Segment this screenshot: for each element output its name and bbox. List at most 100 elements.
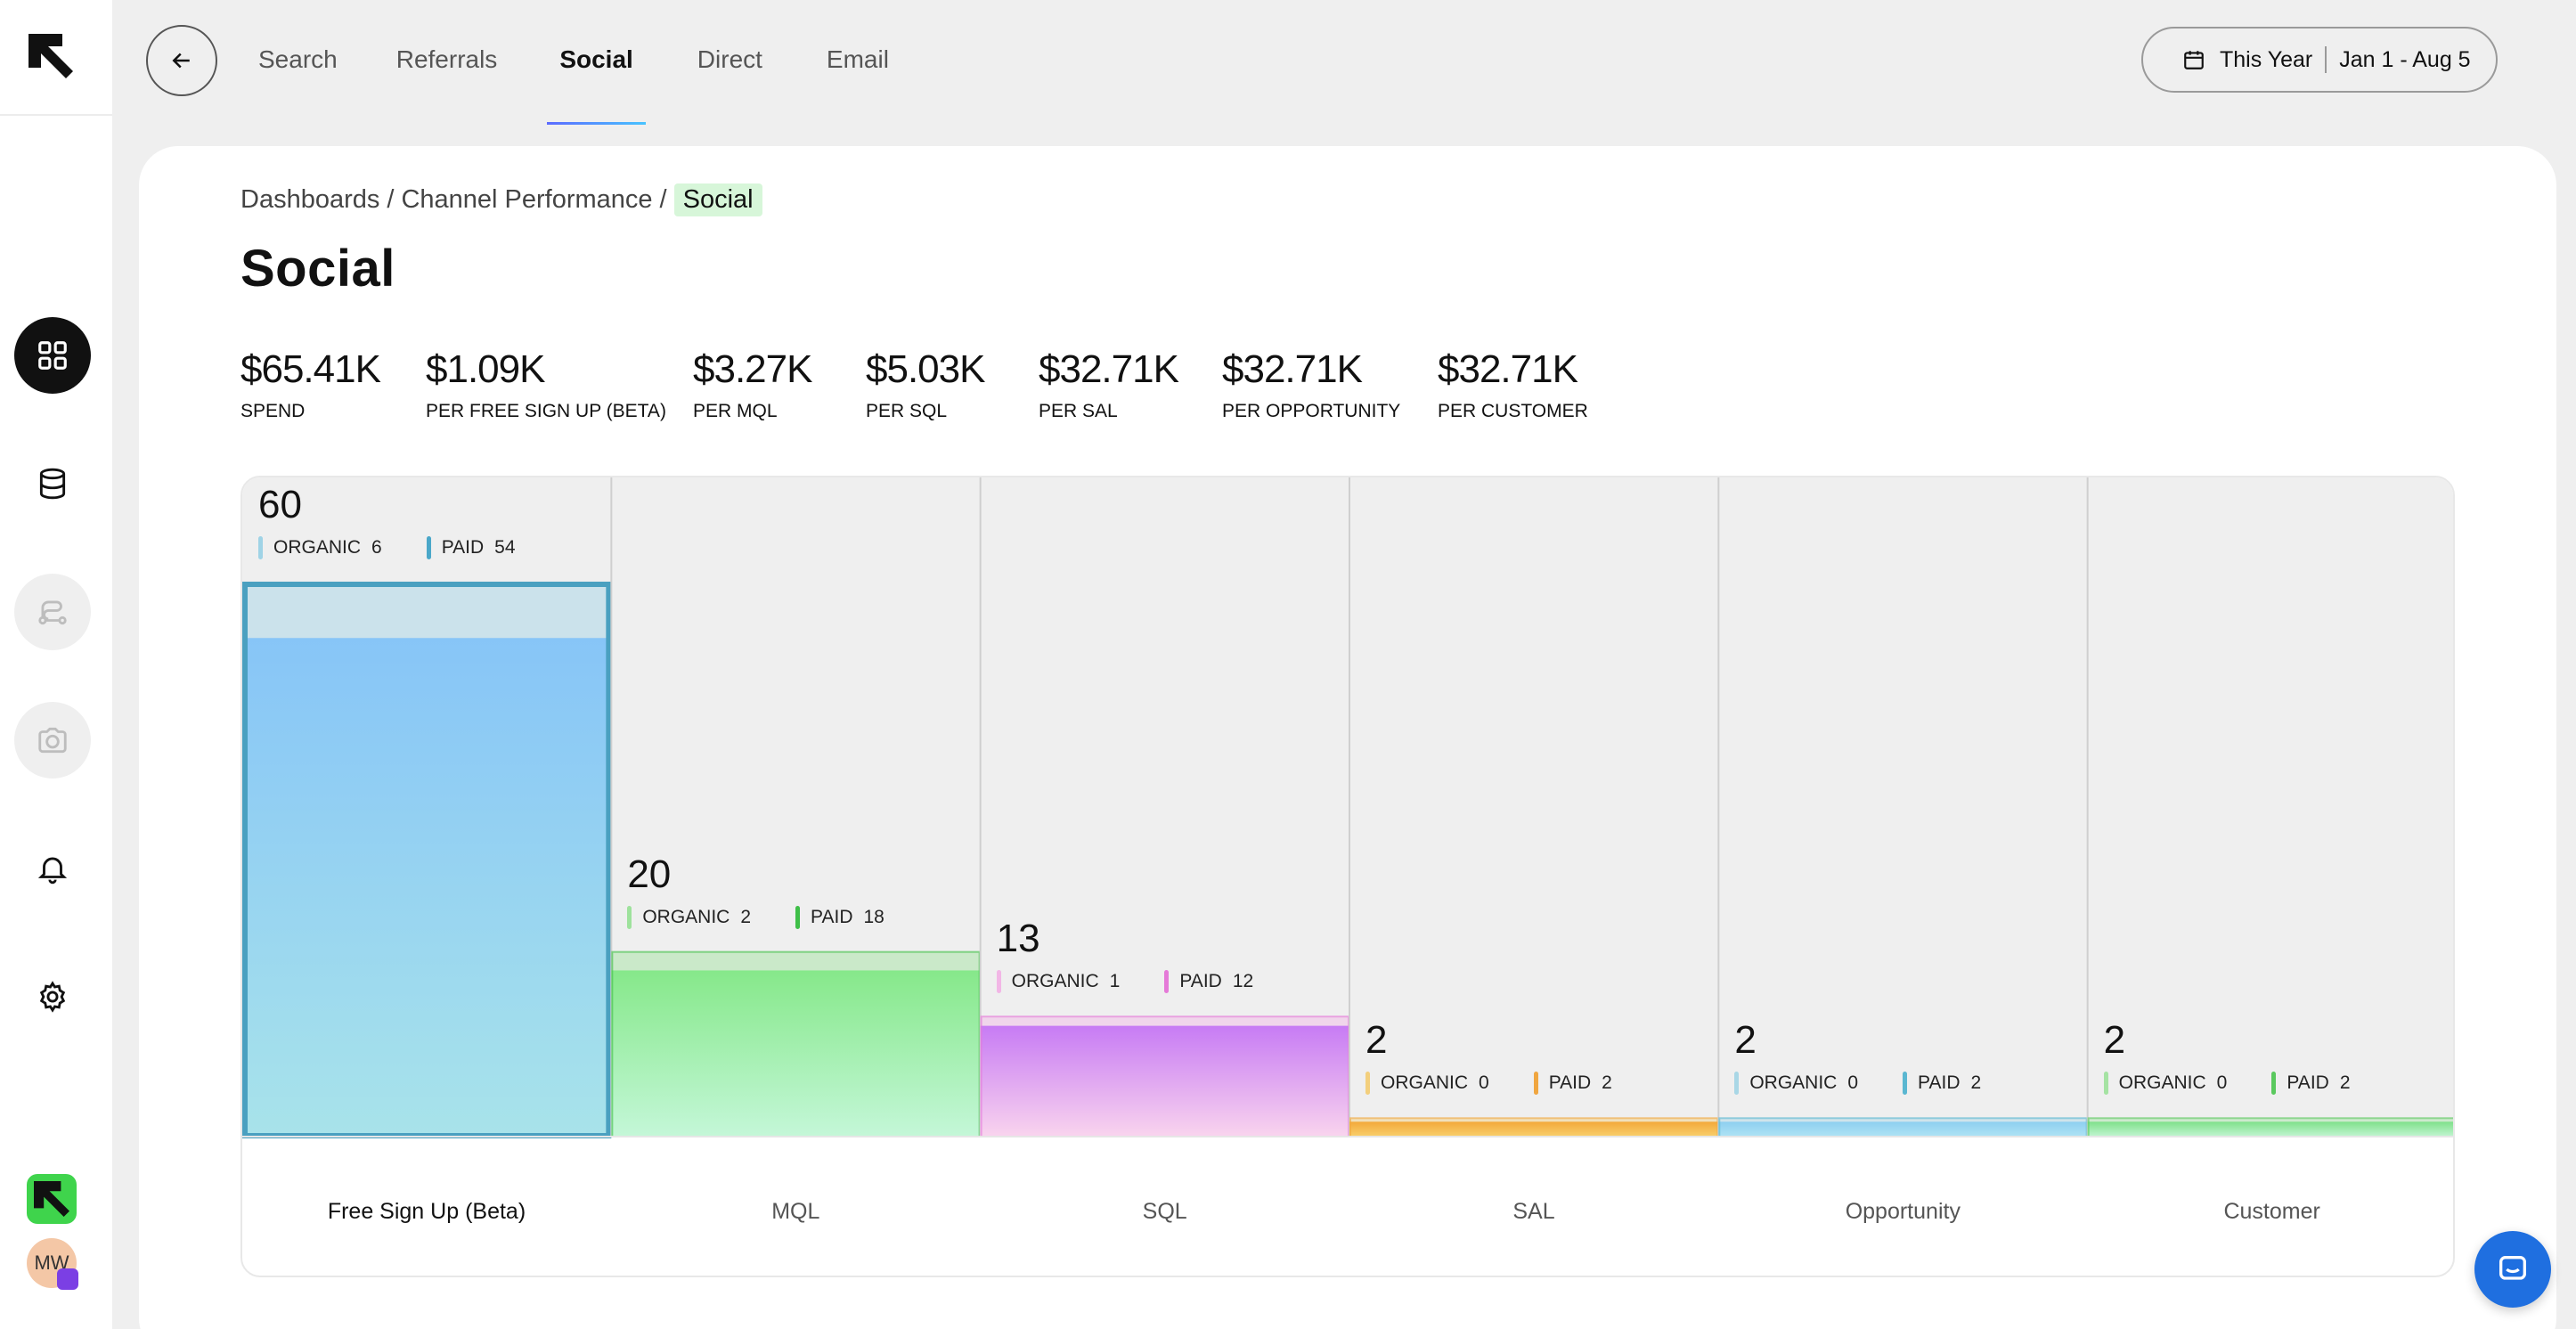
database-icon[interactable] xyxy=(14,445,91,522)
metric-label: PER MQL xyxy=(693,401,778,421)
back-button[interactable] xyxy=(146,25,217,96)
organic-label: ORGANIC xyxy=(1749,1072,1838,1094)
sidebar: MW xyxy=(0,0,112,1329)
tab-direct[interactable]: Direct xyxy=(697,45,762,73)
paid-label: PAID xyxy=(1548,1072,1592,1094)
support-chat-button[interactable] xyxy=(2474,1231,2551,1308)
stage-legend: ORGANIC 6 PAID 54 xyxy=(258,536,516,559)
bar-paid-sal xyxy=(1349,1121,1719,1137)
metric-value: $3.27K xyxy=(693,347,812,391)
stage-legend: ORGANIC 0 PAID 2 xyxy=(1734,1072,1982,1096)
stage-total: 2 xyxy=(1734,1018,1757,1063)
workspace-app-icon[interactable] xyxy=(27,1174,77,1224)
metric-per-free-sign-up: $1.09K PER FREE SIGN UP (BETA) xyxy=(426,347,666,422)
stage-header: 2 ORGANIC 0 PAID 2 xyxy=(1734,1018,1982,1096)
bell-icon[interactable] xyxy=(14,830,91,907)
metric-value: $1.09K xyxy=(426,347,545,391)
bar-paid-customer xyxy=(2087,1121,2453,1137)
tab-social[interactable]: Social xyxy=(547,0,647,125)
breadcrumb: Dashboards / Channel Performance / Socia… xyxy=(240,183,762,216)
funnel-chart: 60 ORGANIC 6 PAID 54 Free Sign Up (Beta) 20 ORG… xyxy=(240,476,2455,1277)
paid-swatch xyxy=(1164,970,1170,994)
breadcrumb-current: Social xyxy=(673,183,762,216)
organic-swatch xyxy=(627,905,632,929)
organic-value: 0 xyxy=(2216,1072,2228,1094)
brand-logo-icon[interactable] xyxy=(29,34,73,78)
date-range-value: Jan 1 - Aug 5 xyxy=(2339,46,2471,72)
breadcrumb-channel-performance[interactable]: Channel Performance xyxy=(401,185,653,214)
metric-value: $32.71K xyxy=(1438,347,1578,391)
bar-organic-free-sign-up-beta- xyxy=(242,583,612,639)
chat-icon xyxy=(2499,1256,2526,1280)
paid-swatch xyxy=(795,905,801,929)
camera-icon[interactable] xyxy=(14,702,91,779)
organic-swatch xyxy=(1365,1072,1370,1096)
metric-per-sal: $32.71K PER SAL xyxy=(1039,347,1179,422)
stage-label[interactable]: Free Sign Up (Beta) xyxy=(327,1199,526,1224)
paid-value: 2 xyxy=(2339,1072,2351,1094)
funnel-chart-svg xyxy=(242,477,2453,1138)
breadcrumb-dashboards[interactable]: Dashboards xyxy=(240,185,380,214)
divider xyxy=(2325,46,2327,73)
stage-total: 2 xyxy=(2103,1018,2126,1063)
stage-label[interactable]: SAL xyxy=(1512,1199,1555,1224)
metric-value: $32.71K xyxy=(1222,347,1363,391)
dashboard-grid-icon[interactable] xyxy=(14,317,91,394)
bar-paid-mql xyxy=(611,970,981,1137)
stage-total: 13 xyxy=(996,917,1040,961)
stage-label[interactable]: MQL xyxy=(771,1199,820,1224)
stage-label[interactable]: Customer xyxy=(2223,1199,2320,1224)
organic-label: ORGANIC xyxy=(273,537,362,558)
stage-legend: ORGANIC 1 PAID 12 xyxy=(996,970,1253,994)
paid-label: PAID xyxy=(1918,1072,1961,1094)
tab-email[interactable]: Email xyxy=(826,45,889,73)
paid-value: 54 xyxy=(494,537,516,558)
paid-label: PAID xyxy=(441,537,485,558)
arrow-left-icon xyxy=(172,53,190,69)
metric-label: PER FREE SIGN UP (BETA) xyxy=(426,401,666,421)
bar-organic-sal xyxy=(1349,1118,1719,1122)
metric-label: PER SQL xyxy=(866,401,948,421)
route-icon[interactable] xyxy=(14,574,91,650)
breadcrumb-separator: / xyxy=(387,185,395,214)
date-range-picker[interactable]: This Year Jan 1 - Aug 5 xyxy=(2141,27,2498,93)
organic-value: 1 xyxy=(1109,971,1121,992)
avatar[interactable]: MW xyxy=(27,1238,78,1290)
metric-label: PER OPPORTUNITY xyxy=(1222,401,1401,421)
bar-organic-sql xyxy=(980,1016,1349,1026)
paid-label: PAID xyxy=(811,906,853,927)
date-preset: This Year xyxy=(2220,46,2313,72)
metric-per-mql: $3.27K PER MQL xyxy=(693,347,812,422)
breadcrumb-separator: / xyxy=(659,185,667,214)
paid-label: PAID xyxy=(1179,971,1222,992)
bar-paid-opportunity xyxy=(1718,1121,2088,1137)
logo-area xyxy=(0,0,112,116)
stage-legend: ORGANIC 0 PAID 2 xyxy=(2103,1072,2351,1096)
bar-organic-opportunity xyxy=(1718,1118,2088,1122)
paid-value: 2 xyxy=(1602,1072,1612,1094)
tab-referrals[interactable]: Referrals xyxy=(395,45,498,73)
stage-label[interactable]: SQL xyxy=(1142,1199,1187,1224)
organic-label: ORGANIC xyxy=(2118,1072,2206,1094)
main-panel: Dashboards / Channel Performance / Socia… xyxy=(139,146,2556,1329)
paid-label: PAID xyxy=(2287,1072,2329,1094)
organic-swatch xyxy=(2103,1072,2108,1096)
bar-organic-mql xyxy=(611,951,981,971)
organic-value: 6 xyxy=(371,537,382,558)
paid-value: 18 xyxy=(863,906,884,927)
organic-label: ORGANIC xyxy=(642,906,730,927)
avatar-badge-icon xyxy=(57,1268,78,1290)
organic-label: ORGANIC xyxy=(1011,971,1099,992)
paid-value: 2 xyxy=(1970,1072,1982,1094)
organic-value: 0 xyxy=(1847,1072,1859,1094)
bar-paid-free-sign-up-beta- xyxy=(242,638,612,1137)
metric-value: $65.41K xyxy=(240,347,381,391)
paid-swatch xyxy=(1533,1072,1538,1096)
gear-icon[interactable] xyxy=(14,958,91,1035)
stage-label[interactable]: Opportunity xyxy=(1845,1199,1961,1224)
stage-header: 13 ORGANIC 1 PAID 12 xyxy=(996,917,1253,994)
tab-search[interactable]: Search xyxy=(258,45,338,73)
stage-header: 20 ORGANIC 2 PAID 18 xyxy=(627,852,884,929)
stage-total: 60 xyxy=(258,483,302,526)
stage-legend: ORGANIC 2 PAID 18 xyxy=(627,905,884,929)
